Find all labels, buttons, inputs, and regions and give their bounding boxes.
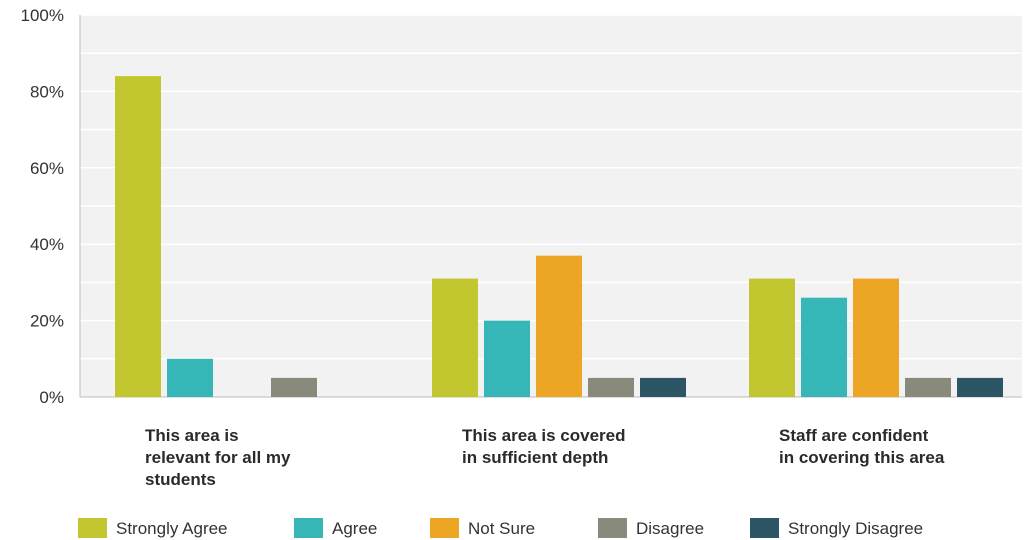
bar (749, 278, 795, 397)
category-label-line: relevant for all my (145, 448, 291, 467)
bar (801, 297, 847, 397)
bar (905, 377, 951, 397)
y-tick-label: 60% (30, 159, 64, 178)
bar (115, 76, 161, 398)
bar (167, 358, 213, 397)
category-label: This area is covered in sufficient depth (462, 426, 625, 467)
legend-swatch (78, 518, 107, 538)
y-tick-label: 0% (39, 388, 64, 407)
category-label: This area is relevant for all my students (145, 426, 291, 489)
bar (640, 377, 686, 397)
y-tick-label: 80% (30, 82, 64, 101)
category-label-line: This area is (145, 426, 239, 445)
bar (536, 255, 582, 397)
legend-swatch (598, 518, 627, 538)
bar (853, 278, 899, 397)
legend-swatch (750, 518, 779, 538)
bar (432, 278, 478, 397)
legend-label: Strongly Disagree (788, 519, 923, 538)
y-tick-label: 100% (21, 6, 64, 25)
category-label-line: in covering this area (779, 448, 945, 467)
category-label: Staff are confident in covering this area (779, 426, 945, 467)
legend-label: Agree (332, 519, 377, 538)
legend-label: Strongly Agree (116, 519, 228, 538)
bar (271, 377, 317, 397)
y-tick-label: 40% (30, 235, 64, 254)
legend-swatch (294, 518, 323, 538)
legend-label: Not Sure (468, 519, 535, 538)
legend-label: Disagree (636, 519, 704, 538)
legend-swatch (430, 518, 459, 538)
category-label-line: Staff are confident (779, 426, 929, 445)
category-label-line: in sufficient depth (462, 448, 608, 467)
bar (588, 377, 634, 397)
category-label-line: students (145, 470, 216, 489)
category-label-line: This area is covered (462, 426, 625, 445)
bar (484, 320, 530, 397)
bar (957, 377, 1003, 397)
y-tick-label: 20% (30, 312, 64, 331)
